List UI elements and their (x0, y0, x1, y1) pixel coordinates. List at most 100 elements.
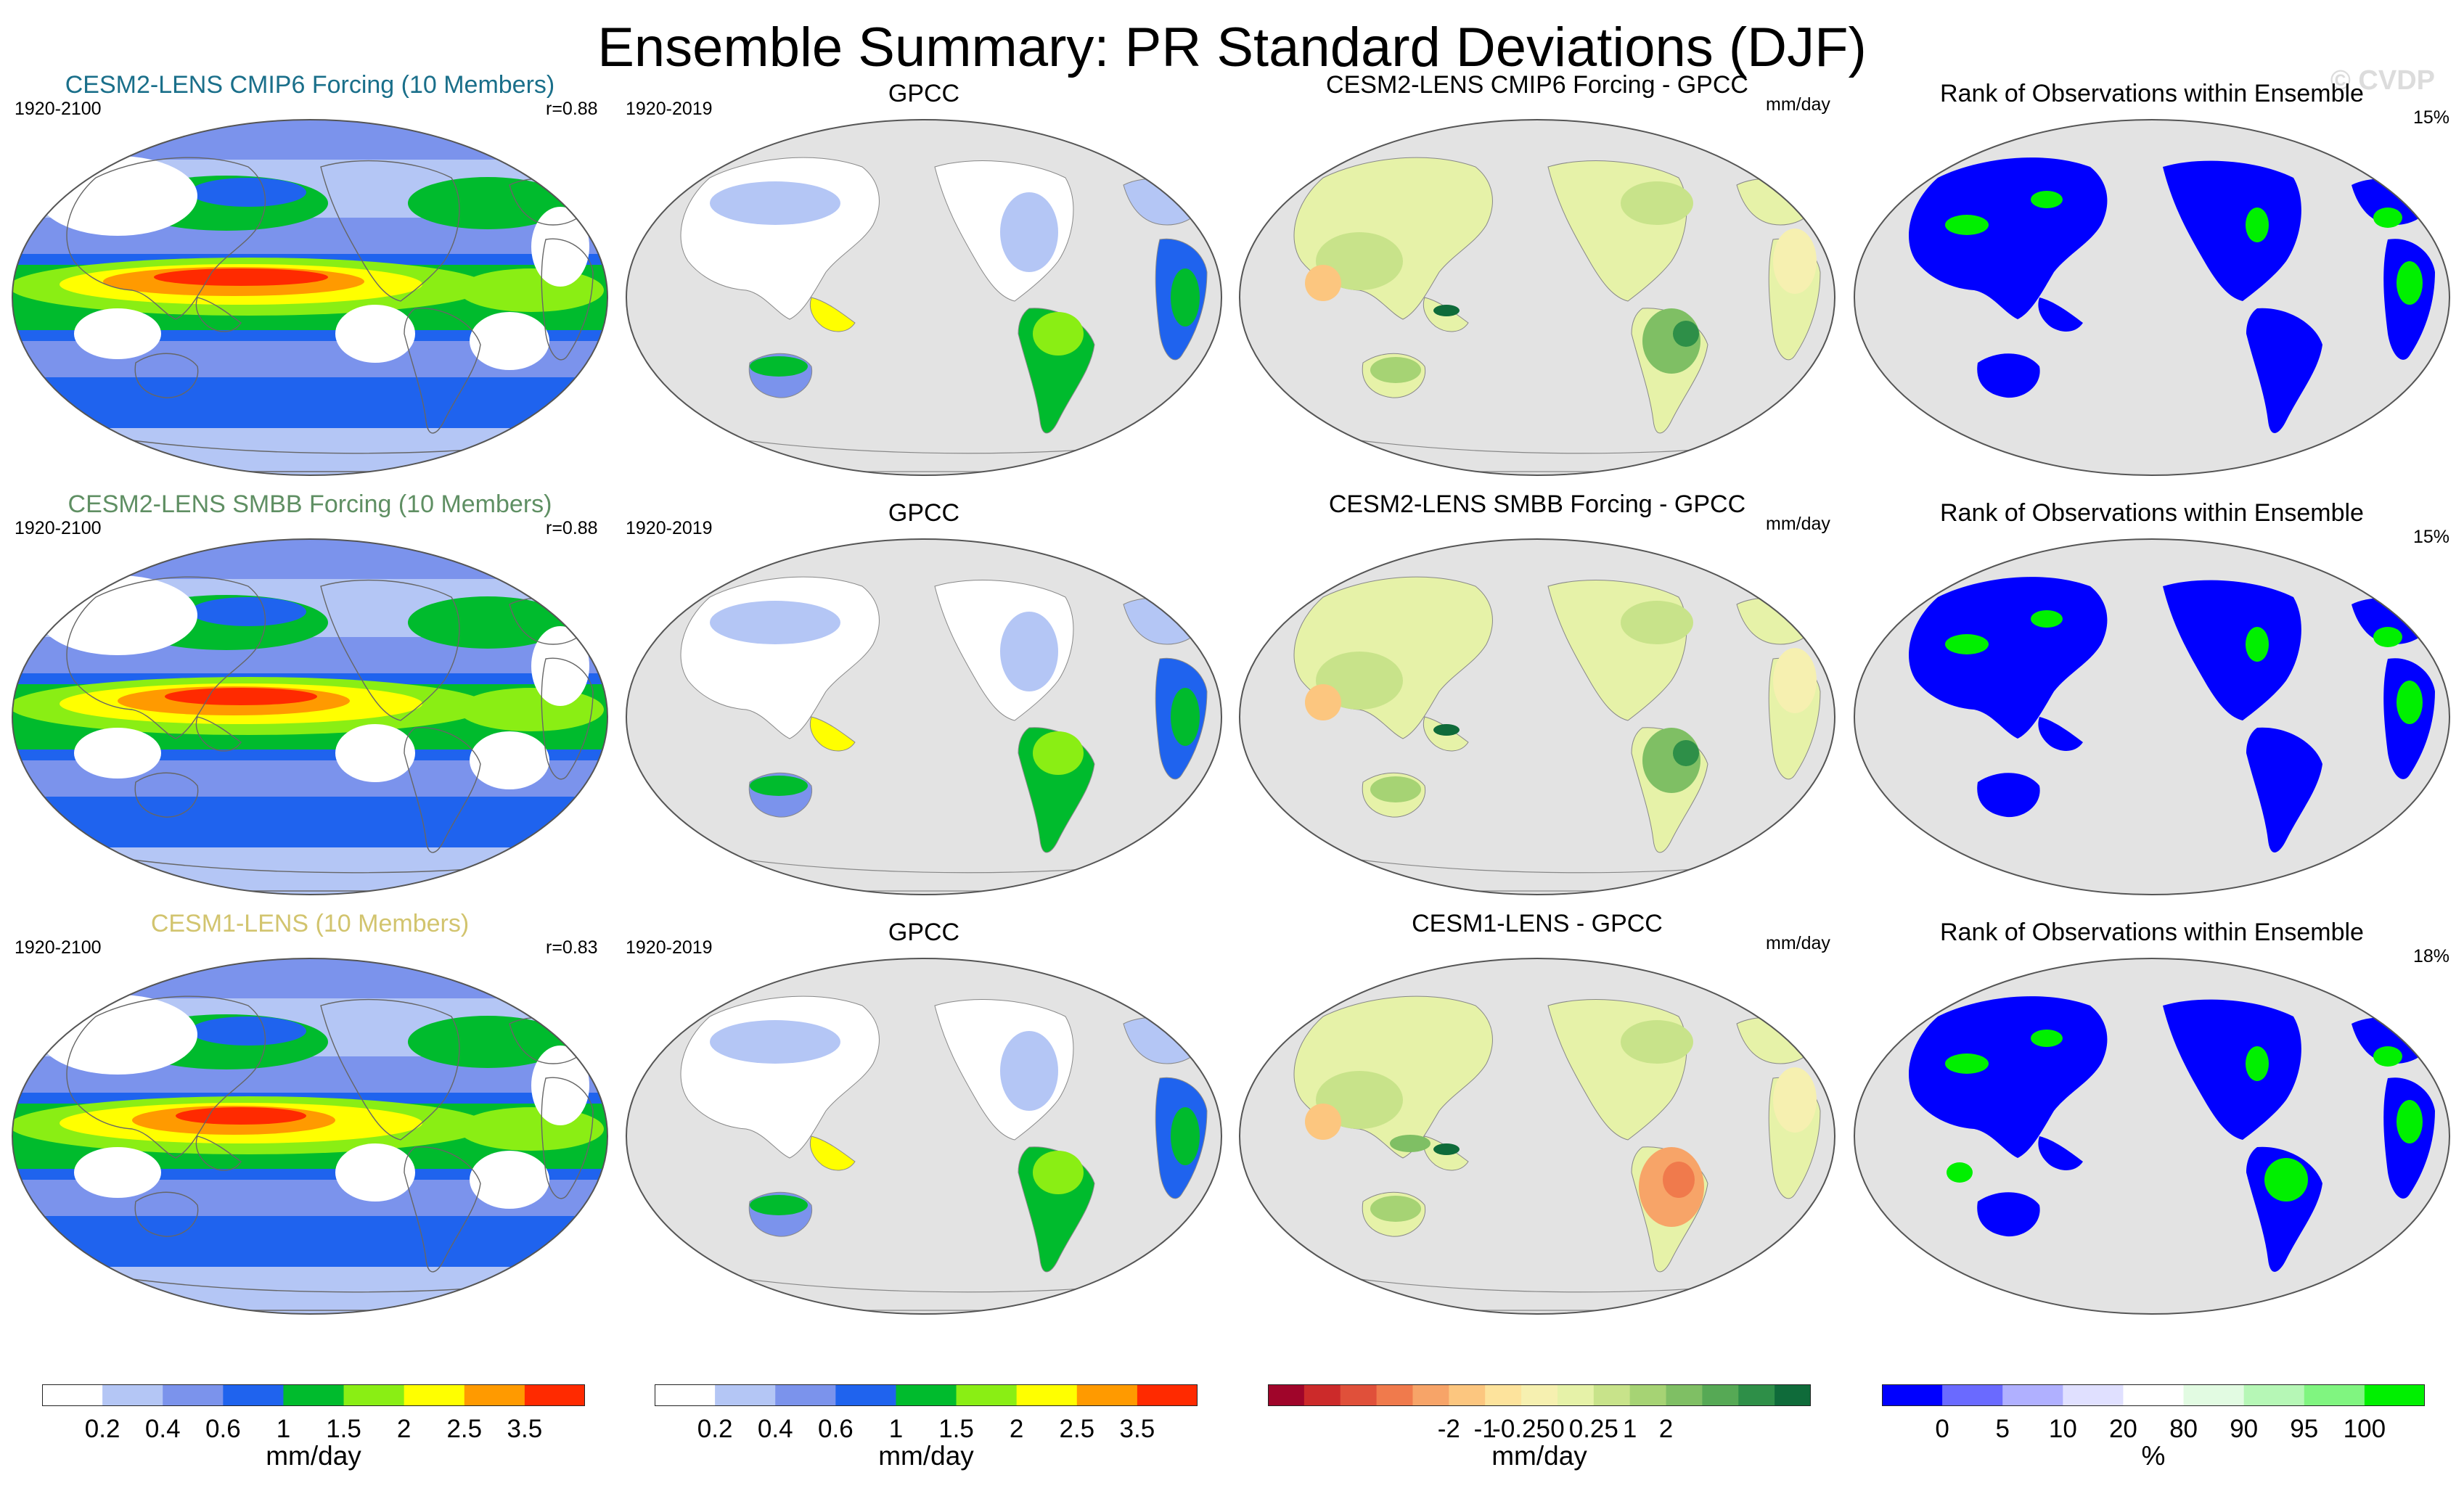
colorbar-tick-label: 100 (2343, 1415, 2386, 1443)
colorbar-box (775, 1384, 836, 1406)
obs-period: 1920-2019 (626, 518, 713, 538)
colorbar-box (715, 1384, 776, 1406)
model-correlation: r=0.88 (546, 99, 598, 119)
obs-period: 1920-2019 (626, 99, 713, 119)
colorbar-tick-label: -2 (1437, 1415, 1460, 1443)
coastline-aus (134, 1191, 199, 1237)
map-border (12, 958, 608, 1315)
colorbar-box (1666, 1384, 1703, 1406)
colorbar-box (1137, 1384, 1198, 1406)
coastline-seasia (195, 1135, 242, 1171)
colorbar-box (1593, 1384, 1631, 1406)
coastline-samerica (404, 308, 481, 434)
rank-percent: 18% (2413, 946, 2450, 966)
colorbar-box (343, 1384, 405, 1406)
colorbar-box (2123, 1384, 2185, 1406)
colorbar-box (2304, 1384, 2365, 1406)
model-period: 1920-2100 (15, 937, 102, 958)
colorbar-tick-label: 1.5 (938, 1415, 974, 1443)
rank-panel-title: Rank of Observations within Ensemble (1940, 80, 2364, 107)
model-period: 1920-2100 (15, 99, 102, 119)
coastline-seasia (195, 716, 242, 752)
colorbar-box (1376, 1384, 1413, 1406)
colorbar-box (1942, 1384, 2003, 1406)
colorbar-tick-label: 20 (2108, 1415, 2137, 1443)
diff-units: mm/day (1766, 94, 1830, 115)
colorbar-tick-label: -0.25 (1492, 1415, 1550, 1443)
model-correlation: r=0.83 (546, 937, 598, 958)
colorbar-box (524, 1384, 585, 1406)
model-correlation: r=0.88 (546, 518, 598, 538)
coastline-namerica (320, 998, 460, 1141)
colorbar-box (835, 1384, 896, 1406)
obs-std-map (623, 116, 1225, 479)
colorbar-tick-label: 0.6 (205, 1415, 241, 1443)
colorbar-tick-label: 2.5 (446, 1415, 483, 1443)
map-border (626, 538, 1222, 895)
obs-std-map (623, 955, 1225, 1318)
colorbar-box (1557, 1384, 1595, 1406)
colorbar-box (42, 1384, 103, 1406)
colorbar-tick-label: 0 (1550, 1415, 1565, 1443)
colorbar-box (2364, 1384, 2425, 1406)
diff-units: mm/day (1766, 514, 1830, 534)
colorbar-tick-label: 0.25 (1568, 1415, 1618, 1443)
map-border (1854, 958, 2450, 1315)
colorbar-tick-label: 1 (888, 1415, 904, 1443)
colorbar-box (956, 1384, 1018, 1406)
coastline-aus (134, 772, 199, 818)
colorbar-box (1485, 1384, 1522, 1406)
model-panel-title: CESM1-LENS (10 Members) (150, 910, 470, 937)
colorbar-tick-label: 95 (2290, 1415, 2319, 1443)
rank-panel-title: Rank of Observations within Ensemble (1940, 499, 2364, 527)
coastline-asia (66, 157, 266, 320)
colorbar-box (1738, 1384, 1775, 1406)
colorbar-tick-label: 0 (1935, 1415, 1949, 1443)
rank-panel-title: Rank of Observations within Ensemble (1940, 919, 2364, 946)
rank-map (1851, 535, 2453, 898)
colorbar-box (223, 1384, 284, 1406)
diff-units: mm/day (1766, 933, 1830, 953)
colorbar-box (1449, 1384, 1486, 1406)
rank-colorbar (1882, 1384, 2425, 1406)
colorbar-tick-label: 2.5 (1059, 1415, 1095, 1443)
coastline-aus (134, 353, 199, 398)
rank-map (1851, 116, 2453, 479)
colorbar-tick-label: 5 (1995, 1415, 2010, 1443)
colorbar-tick-label: 1 (276, 1415, 291, 1443)
obs-std-colorbar (655, 1384, 1198, 1406)
colorbar-box (655, 1384, 716, 1406)
coastline-asia (66, 576, 266, 739)
diff-map (1236, 955, 1838, 1318)
map-border (1854, 119, 2450, 476)
colorbar-tick-label: 80 (2169, 1415, 2198, 1443)
colorbar-box (283, 1384, 345, 1406)
colorbar-box (1521, 1384, 1558, 1406)
rank-map (1851, 955, 2453, 1318)
model-std-colorbar (42, 1384, 585, 1406)
coastline-africa (541, 1077, 594, 1199)
colorbar-box (2243, 1384, 2305, 1406)
colorbar-box (2002, 1384, 2063, 1406)
coastline-namerica (320, 160, 460, 302)
colorbar-tick-label: 3.5 (507, 1415, 543, 1443)
map-border (1239, 119, 1835, 476)
coastline-asia (66, 995, 266, 1159)
colorbar-units: mm/day (878, 1441, 974, 1471)
colorbar-tick-label: 2 (1009, 1415, 1024, 1443)
map-border (12, 119, 608, 476)
colorbar-box (1412, 1384, 1449, 1406)
map-border (626, 119, 1222, 476)
coastline-samerica (404, 1146, 481, 1273)
map-border (12, 538, 608, 895)
colorbar-box (1076, 1384, 1138, 1406)
colorbar-tick-label: 90 (2230, 1415, 2259, 1443)
map-border (626, 958, 1222, 1315)
colorbar-tick-label: 1.5 (326, 1415, 361, 1443)
model-std-map (9, 955, 611, 1318)
colorbar-box (464, 1384, 525, 1406)
colorbar-box (1629, 1384, 1667, 1406)
colorbar-box (896, 1384, 957, 1406)
colorbar-units: % (2141, 1441, 2166, 1471)
diff-panel-title: CESM2-LENS SMBB Forcing - GPCC (1328, 490, 1746, 518)
